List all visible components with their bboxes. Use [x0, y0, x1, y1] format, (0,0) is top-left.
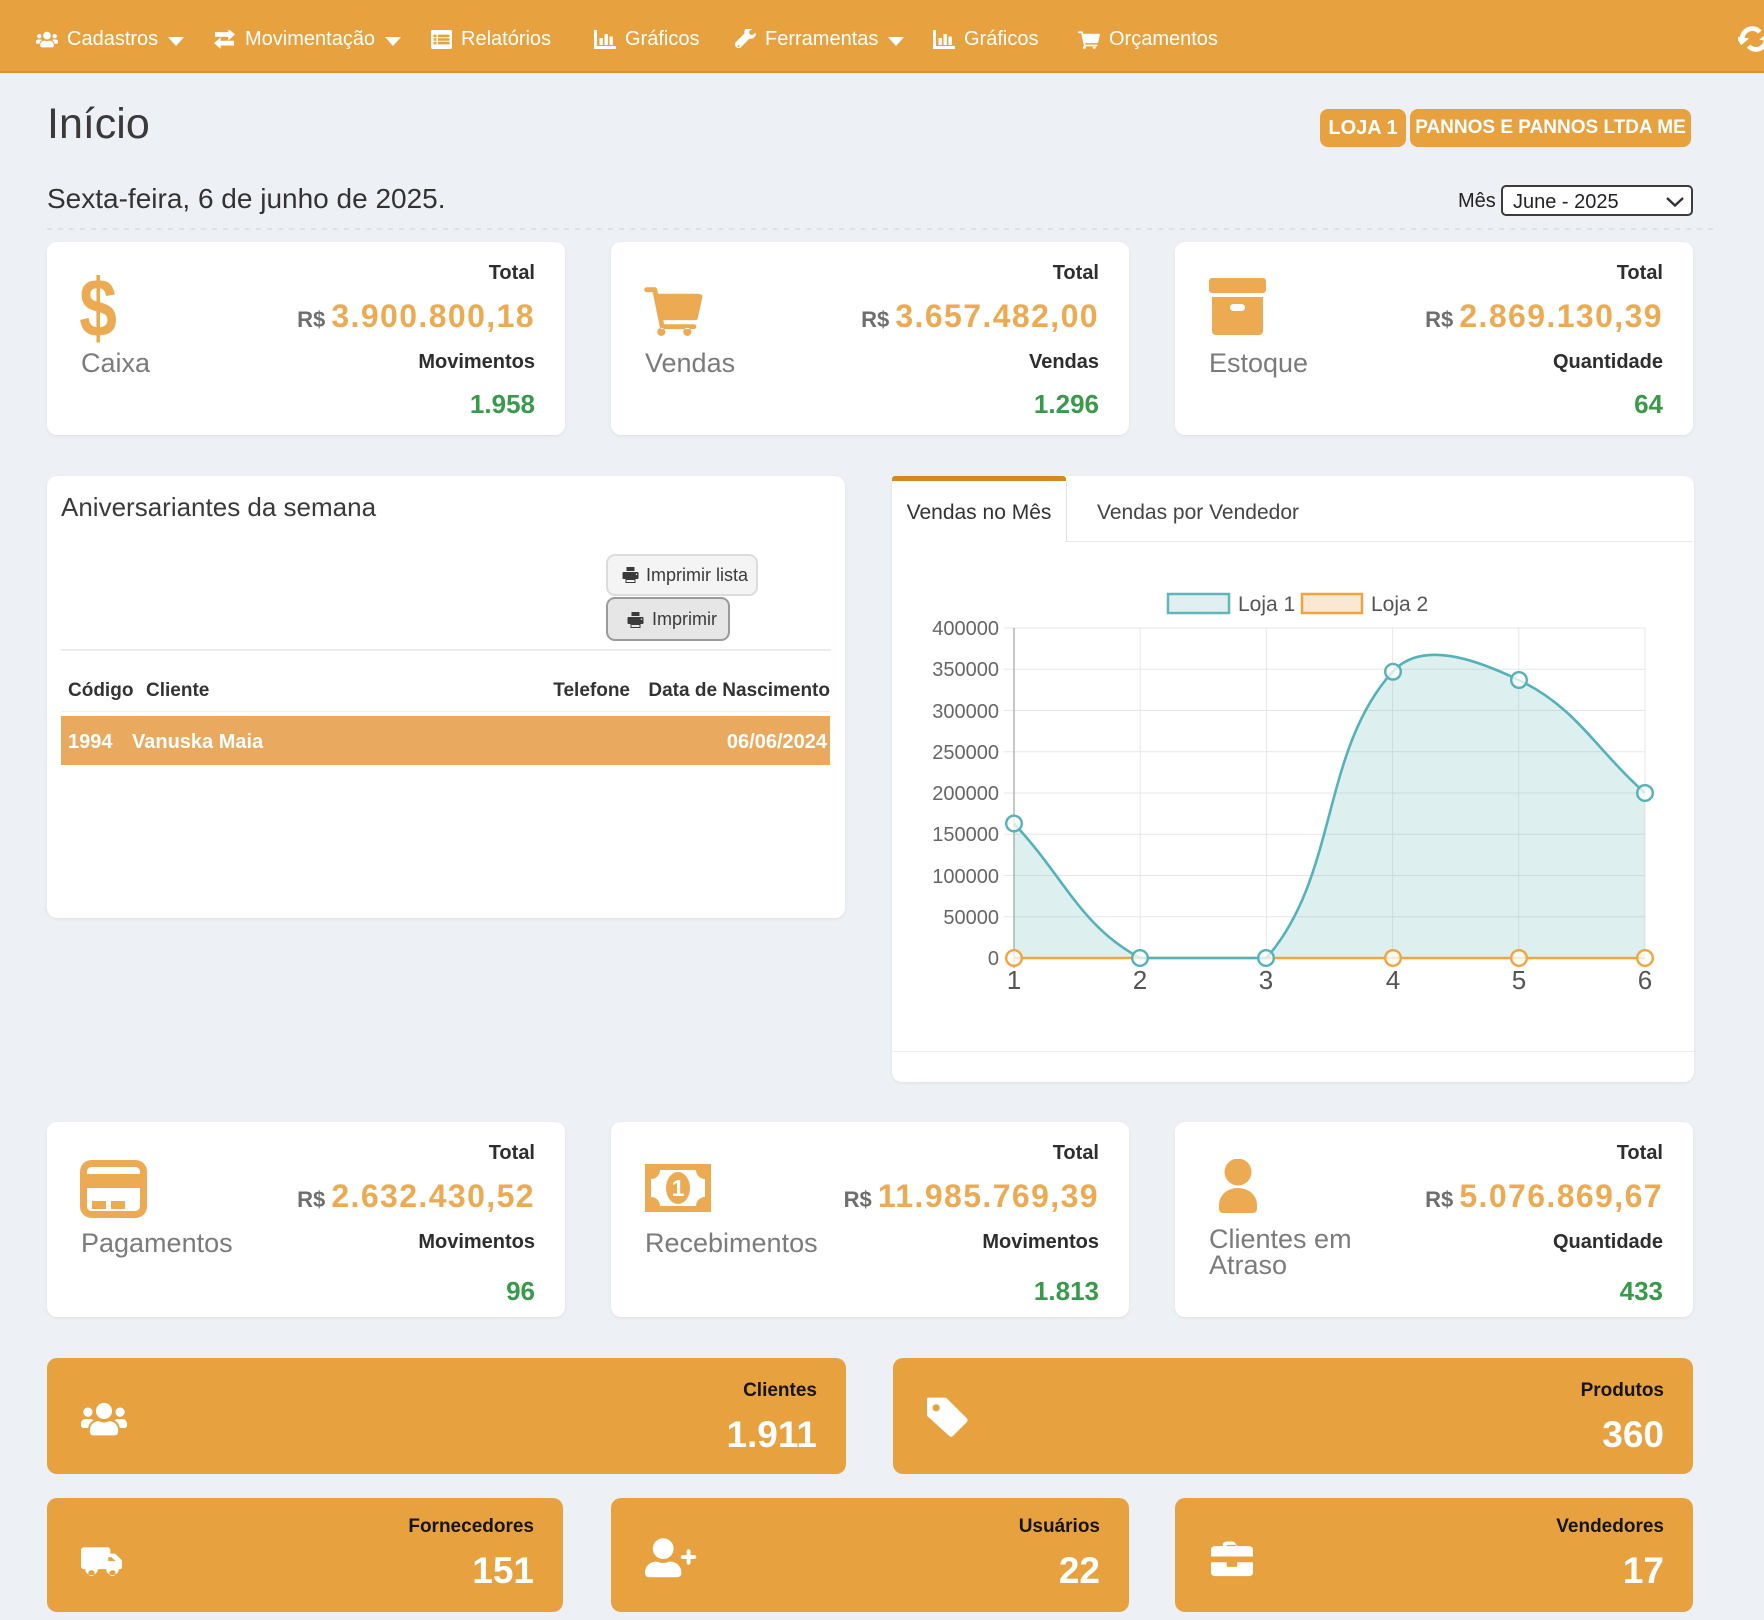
svg-text:Loja 1: Loja 1 — [1238, 593, 1295, 616]
svg-text:1: 1 — [672, 1175, 685, 1201]
svg-text:300000: 300000 — [932, 701, 999, 723]
svg-text:0: 0 — [988, 948, 999, 970]
svg-text:2: 2 — [1133, 965, 1147, 995]
svg-text:4: 4 — [1386, 965, 1400, 995]
svg-text:400000: 400000 — [932, 618, 999, 640]
svg-text:Loja 2: Loja 2 — [1371, 593, 1428, 616]
svg-text:3: 3 — [1259, 965, 1273, 995]
svg-text:350000: 350000 — [932, 659, 999, 681]
svg-text:6: 6 — [1638, 965, 1652, 995]
svg-text:150000: 150000 — [932, 824, 999, 846]
svg-text:250000: 250000 — [932, 742, 999, 764]
svg-text:200000: 200000 — [932, 783, 999, 805]
svg-text:5: 5 — [1512, 965, 1526, 995]
svg-text:100000: 100000 — [932, 866, 999, 888]
svg-text:50000: 50000 — [943, 907, 999, 929]
svg-text:1: 1 — [1007, 965, 1021, 995]
